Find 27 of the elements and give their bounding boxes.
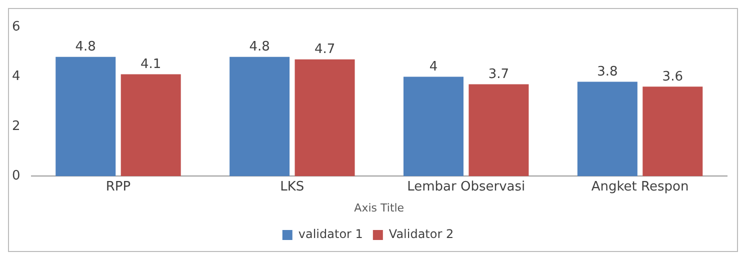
x-axis-title: Axis Title xyxy=(354,201,404,214)
y-tick-label: 0 xyxy=(12,168,20,184)
y-tick-label: 4 xyxy=(12,69,20,84)
x-tick-label: Lembar Observasi xyxy=(407,179,526,194)
x-tick-label: LKS xyxy=(280,179,304,194)
bar xyxy=(294,59,355,176)
bar xyxy=(642,86,703,176)
bar xyxy=(120,74,181,176)
legend-label: Validator 2 xyxy=(388,227,454,242)
bar xyxy=(468,84,529,176)
bar xyxy=(577,82,638,176)
data-label: 4 xyxy=(429,60,438,75)
data-label: 3.6 xyxy=(662,70,683,85)
legend-label: validator 1 xyxy=(298,227,363,242)
bar xyxy=(403,76,464,176)
data-label: 4.1 xyxy=(140,57,162,72)
y-tick-label: 2 xyxy=(12,118,20,134)
bar xyxy=(230,56,290,176)
x-tick-label: Angket Respon xyxy=(591,179,689,194)
y-tick-label: 6 xyxy=(12,19,20,34)
data-label: 4.8 xyxy=(249,40,270,55)
data-label: 4.8 xyxy=(75,40,96,55)
data-label: 3.8 xyxy=(597,64,618,80)
bar xyxy=(56,56,116,176)
x-tick-label: RPP xyxy=(106,179,131,194)
data-label: 4.7 xyxy=(314,42,336,58)
data-label: 3.7 xyxy=(488,67,510,82)
